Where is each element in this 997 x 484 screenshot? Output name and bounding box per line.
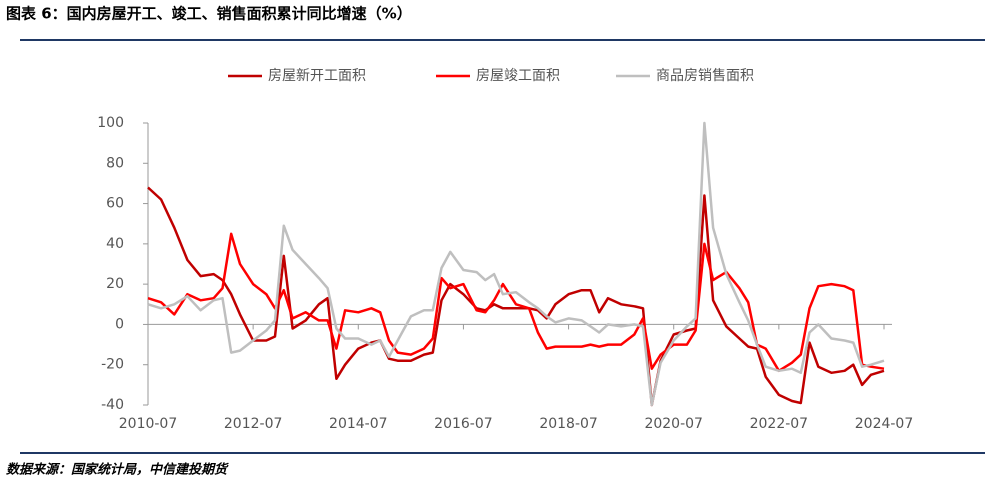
y-tick-label: 40 [106, 236, 124, 252]
y-tick-label: 0 [115, 316, 124, 332]
y-tick-label: 20 [106, 276, 124, 292]
y-tick-label: -20 [101, 357, 124, 373]
series-line [147, 186, 885, 407]
y-tick-label: 80 [106, 155, 124, 171]
title: 图表 6：国内房屋开工、竣工、销售面积累计同比增速（%） [6, 5, 412, 23]
legend-label: 房屋竣工面积 [476, 68, 560, 84]
x-tick-label: 2016-07 [434, 416, 493, 432]
x-tick-label: 2024-07 [855, 416, 914, 432]
series-line [147, 121, 885, 407]
series-line [147, 232, 885, 373]
y-tick-label: 100 [97, 115, 124, 131]
x-tick-label: 2022-07 [750, 416, 809, 432]
x-tick-label: 2014-07 [329, 416, 388, 432]
source: 数据来源：国家统计局，中信建投期货 [6, 462, 229, 478]
x-tick-label: 2020-07 [644, 416, 703, 432]
x-tick-label: 2012-07 [224, 416, 283, 432]
y-tick-label: 60 [106, 196, 124, 212]
x-tick-label: 2018-07 [539, 416, 598, 432]
x-tick-label: 2010-07 [119, 416, 178, 432]
y-tick-label: -40 [101, 397, 124, 413]
legend-label: 房屋新开工面积 [268, 68, 366, 84]
legend-label: 商品房销售面积 [656, 68, 754, 84]
